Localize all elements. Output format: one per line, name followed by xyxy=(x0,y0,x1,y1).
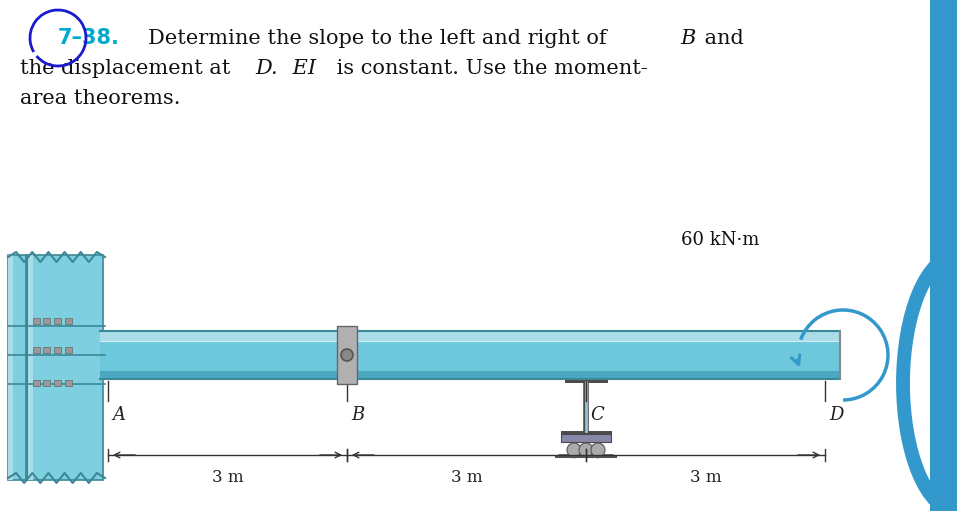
Text: Determine the slope to the left and right of: Determine the slope to the left and righ… xyxy=(148,29,613,48)
Text: the displacement at: the displacement at xyxy=(20,58,237,78)
Text: 60 kN·m: 60 kN·m xyxy=(680,231,759,249)
Text: B: B xyxy=(680,29,696,48)
Bar xyxy=(65,347,72,353)
Bar xyxy=(33,347,40,353)
Text: C: C xyxy=(590,406,604,424)
Bar xyxy=(8,255,13,480)
Bar xyxy=(28,255,103,480)
Circle shape xyxy=(567,443,581,457)
Circle shape xyxy=(341,349,353,361)
Bar xyxy=(43,380,50,386)
Text: D: D xyxy=(829,406,843,424)
Text: 3 m: 3 m xyxy=(690,470,722,486)
Text: B: B xyxy=(351,406,365,424)
Text: and: and xyxy=(698,29,744,48)
Bar xyxy=(43,347,50,353)
Bar xyxy=(100,331,840,379)
Bar xyxy=(100,371,840,379)
Bar xyxy=(8,255,26,480)
Bar xyxy=(54,318,61,324)
Bar xyxy=(930,0,957,511)
Bar xyxy=(100,331,840,341)
Bar xyxy=(33,318,40,324)
Text: D.: D. xyxy=(255,58,278,78)
Bar xyxy=(54,347,61,353)
Text: A: A xyxy=(112,406,125,424)
Text: EI: EI xyxy=(286,58,316,78)
Bar xyxy=(43,318,50,324)
Text: area theorems.: area theorems. xyxy=(20,88,181,107)
Bar xyxy=(65,318,72,324)
Bar xyxy=(28,255,33,480)
Circle shape xyxy=(579,443,593,457)
Text: 3 m: 3 m xyxy=(211,470,243,486)
Circle shape xyxy=(591,443,605,457)
Bar xyxy=(54,380,61,386)
Bar xyxy=(33,380,40,386)
Text: 7–38.: 7–38. xyxy=(58,28,120,48)
Text: is constant. Use the moment-: is constant. Use the moment- xyxy=(330,58,648,78)
Text: 3 m: 3 m xyxy=(451,470,482,486)
Bar xyxy=(561,434,611,442)
Bar xyxy=(65,380,72,386)
Bar xyxy=(337,326,357,384)
